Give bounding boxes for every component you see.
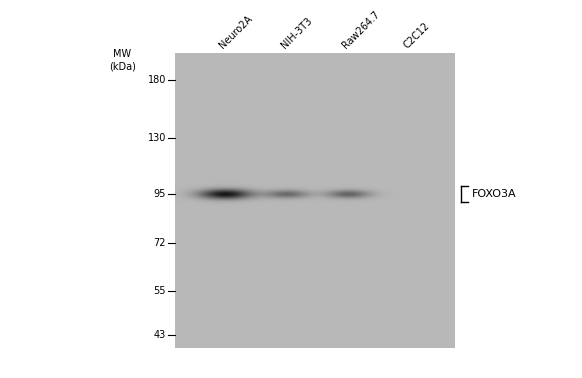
Text: 180: 180: [147, 75, 166, 85]
Text: 130: 130: [147, 133, 166, 143]
Text: 55: 55: [154, 286, 166, 296]
Text: 72: 72: [154, 238, 166, 248]
Text: FOXO3A: FOXO3A: [471, 189, 516, 199]
Text: 43: 43: [154, 330, 166, 340]
Text: 95: 95: [154, 189, 166, 199]
Text: Neuro2A: Neuro2A: [218, 13, 255, 50]
Text: MW
(kDa): MW (kDa): [109, 49, 136, 71]
Text: Raw264.7: Raw264.7: [340, 9, 382, 50]
Text: NIH-3T3: NIH-3T3: [279, 15, 314, 50]
Text: C2C12: C2C12: [402, 20, 432, 50]
